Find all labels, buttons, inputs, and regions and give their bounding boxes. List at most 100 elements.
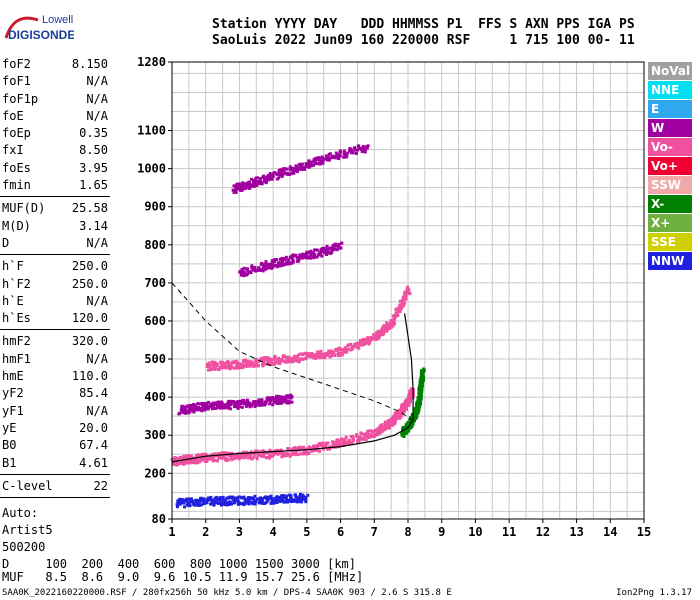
echo-point: [308, 355, 312, 359]
param-separator: [0, 473, 110, 478]
echo-point: [417, 407, 421, 411]
echo-point: [253, 178, 257, 182]
echo-point: [410, 421, 414, 425]
echo-point: [344, 435, 348, 439]
echo-point: [262, 455, 266, 459]
echo-point: [193, 403, 197, 407]
echo-point: [271, 173, 275, 177]
echo-point: [280, 256, 284, 260]
x-tick-label: 8: [404, 525, 411, 539]
echo-point: [196, 402, 200, 406]
x-tick-label: 12: [536, 525, 550, 539]
echo-point: [245, 497, 249, 501]
echo-point: [234, 456, 238, 460]
echo-point: [237, 400, 241, 404]
echo-point: [227, 406, 230, 410]
echo-point: [207, 361, 211, 365]
echo-point: [231, 360, 235, 364]
echo-point: [222, 366, 226, 370]
echo-point: [298, 446, 302, 450]
echo-point: [255, 268, 259, 272]
y-tick-label: 700: [144, 276, 166, 290]
echo-point: [295, 498, 299, 502]
echo-point: [398, 414, 402, 418]
echo-point: [417, 409, 421, 413]
echo-point: [282, 257, 286, 261]
param-label: fxI: [2, 143, 24, 158]
param-separator: [0, 254, 110, 258]
echo-point: [328, 152, 332, 156]
echo-point: [242, 266, 246, 270]
file-info-footer: SAA0K_2022160220000.RSF / 280fx256h 50 k…: [2, 588, 698, 598]
echo-point: [271, 265, 275, 268]
echo-point: [369, 337, 373, 341]
param-value: 250.0: [71, 259, 108, 274]
echo-point: [208, 365, 212, 369]
echo-point: [368, 340, 372, 344]
echo-point: [376, 333, 379, 337]
echo-point: [259, 263, 263, 267]
echo-point: [317, 157, 321, 161]
echo-point: [312, 163, 316, 167]
header-line-1: Station YYYY DAY DDD HHMMSS P1 FFS S AXN…: [212, 17, 635, 32]
echo-point: [319, 354, 323, 358]
echo-point: [236, 455, 239, 459]
echo-point: [260, 497, 264, 501]
echo-point: [269, 399, 273, 403]
echo-point: [230, 458, 234, 462]
echo-point: [277, 176, 281, 180]
echo-point: [225, 496, 229, 500]
echo-point: [247, 402, 251, 405]
echo-point: [341, 442, 345, 446]
echo-point: [225, 361, 228, 365]
echo-point: [310, 449, 314, 453]
echo-point: [378, 331, 382, 335]
echo-point: [360, 147, 364, 151]
echo-point: [212, 503, 216, 507]
echo-point: [281, 173, 285, 176]
parameter-list: foF2 8.150 foF1 N/A foF1p N/A foE N/A foEp 0.35 fx…: [0, 56, 112, 501]
echo-point: [178, 502, 182, 506]
echo-point: [285, 172, 289, 176]
param-row: foF1 N/A: [0, 73, 112, 90]
echo-point: [222, 364, 226, 368]
param-value: N/A: [86, 91, 108, 106]
param-value: N/A: [86, 351, 108, 366]
echo-point: [306, 354, 310, 357]
echo-point: [248, 454, 252, 458]
param-label: foF2: [2, 57, 31, 71]
echo-point: [196, 453, 200, 457]
param-row: foF1p N/A: [0, 91, 112, 108]
echo-point: [221, 360, 225, 364]
echo-point: [295, 496, 299, 500]
echo-point: [350, 441, 354, 445]
echo-point: [261, 269, 265, 273]
echo-point: [183, 460, 187, 464]
echo-point: [316, 350, 320, 354]
echo-point: [227, 361, 231, 365]
echo-point: [250, 402, 254, 406]
echo-point: [186, 503, 190, 507]
echo-point: [216, 402, 220, 406]
echo-point: [266, 499, 270, 503]
echo-point: [288, 453, 292, 457]
echo-point: [282, 168, 286, 172]
echo-point: [284, 398, 288, 402]
echo-point: [322, 246, 326, 250]
echo-point: [315, 255, 319, 259]
echo-point: [338, 348, 341, 352]
echo-point: [391, 314, 395, 318]
echo-point: [409, 424, 413, 428]
echo-point: [213, 458, 217, 462]
echo-point: [398, 299, 402, 303]
echo-point: [274, 361, 278, 365]
echo-point: [280, 451, 283, 455]
echo-point: [403, 297, 407, 301]
echo-point: [236, 500, 240, 504]
param-value: 120.0: [71, 311, 108, 326]
echo-point: [219, 360, 223, 364]
echo-point: [254, 449, 258, 453]
echo-point: [218, 498, 222, 502]
echo-point: [326, 353, 329, 357]
echo-point: [286, 360, 289, 364]
